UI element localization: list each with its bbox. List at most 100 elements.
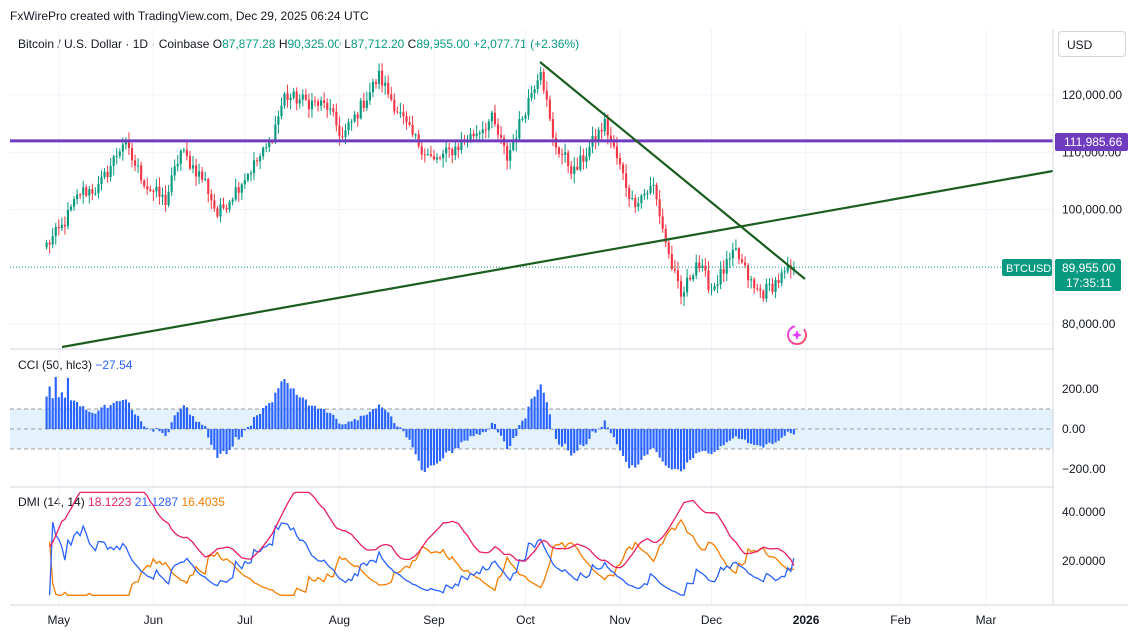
candle [710, 283, 713, 296]
dmi-legend-name[interactable]: DMI (14, 14) [18, 495, 85, 509]
cci-bar [771, 429, 774, 445]
candle [307, 93, 310, 118]
candle [432, 149, 436, 161]
cci-bar [573, 429, 576, 454]
cci-bar [481, 429, 484, 433]
cci-bar [734, 429, 737, 437]
cci-bar [628, 429, 631, 469]
price-axis[interactable]: 80,000.00100,000.00110,000.00120,000.002… [1062, 88, 1122, 568]
dmi-tick-label: 20.0000 [1062, 554, 1106, 568]
cci-bar [207, 429, 210, 438]
cci-bar [591, 429, 594, 432]
cci-bar [97, 410, 100, 429]
cci-bar [255, 415, 259, 429]
cci-bar [493, 424, 497, 429]
cci-legend: CCI (50, hlc3) −27.54 [18, 358, 132, 372]
currency-button[interactable]: USD [1058, 31, 1126, 57]
cci-bar [484, 429, 487, 432]
candle [133, 154, 137, 172]
cci-bar [536, 389, 539, 429]
cci-bar [365, 414, 368, 429]
candle [448, 142, 451, 158]
cci-bar [338, 423, 341, 429]
candle [704, 258, 707, 277]
cci-bar [323, 409, 326, 429]
candle [435, 153, 439, 164]
candle [722, 260, 725, 282]
candle [191, 156, 195, 174]
candle [451, 147, 454, 164]
cci-bar [499, 429, 503, 436]
cci-bar [277, 388, 280, 429]
candle [695, 254, 698, 280]
candle [66, 202, 70, 230]
candle [560, 148, 564, 165]
sparkle-icon[interactable] [787, 325, 807, 345]
candle [231, 197, 234, 206]
legend-close-label: C [407, 37, 417, 51]
cci-bar [661, 429, 664, 462]
cci-bar [740, 429, 744, 440]
cci-legend-name[interactable]: CCI (50, hlc3) [18, 358, 93, 372]
candle [792, 261, 795, 276]
legend-symbol[interactable]: Bitcoin / U.S. Dollar · 1D · Coinbase [18, 37, 210, 51]
candle [399, 102, 402, 118]
cci-bar [414, 429, 417, 455]
cci-bar [634, 429, 637, 468]
cci-bar [140, 421, 143, 429]
time-tick-label: Dec [701, 613, 722, 627]
candle [85, 184, 88, 198]
candle [216, 205, 219, 219]
ticker-tag: BTCUSD [1002, 259, 1052, 276]
candle [518, 111, 521, 143]
cci-bar [649, 429, 652, 450]
cci-bar [445, 429, 448, 453]
cci-bar [527, 406, 530, 429]
cci-bar [280, 381, 283, 429]
time-axis[interactable]: May Jun Jul Aug Sep Oct Nov Dec 2026 Feb Mar [47, 613, 996, 627]
cci-bar [289, 388, 292, 429]
candle [204, 171, 207, 182]
candle [521, 116, 524, 122]
cci-bar [109, 405, 112, 429]
pane-separators [10, 29, 1128, 606]
cci-bar [777, 429, 780, 441]
cci-bar [353, 418, 356, 429]
price-tick-label: 80,000.00 [1062, 317, 1116, 331]
cci-bar [194, 421, 198, 429]
candle [329, 98, 332, 116]
candle [167, 185, 170, 208]
cci-bar [374, 408, 378, 429]
cci-bar [765, 429, 768, 445]
candle [246, 172, 249, 183]
cci-bar [472, 429, 475, 437]
candle [69, 204, 73, 212]
cci-bar [722, 429, 725, 446]
candle [207, 177, 210, 203]
plus-di-line [48, 521, 795, 597]
cci-bar [597, 428, 600, 430]
candle [676, 261, 680, 289]
candle [350, 119, 353, 131]
candle [283, 92, 286, 109]
candle [198, 163, 201, 185]
cci-bar [54, 377, 57, 429]
cci-bar [408, 429, 411, 440]
cci-bar [127, 402, 131, 429]
candle [103, 167, 106, 180]
dmi-tick-label: 40.0000 [1062, 505, 1106, 519]
cci-bar [387, 412, 390, 429]
grid-lines [10, 29, 1053, 605]
candle [783, 267, 786, 279]
candle [438, 155, 442, 161]
candle [743, 256, 747, 269]
cci-bar [201, 424, 204, 429]
descending-trend-line[interactable] [539, 61, 806, 280]
ascending-trend-line[interactable] [61, 169, 1054, 349]
cci-bar [121, 400, 124, 429]
cci-bar [673, 429, 676, 469]
candle [600, 122, 603, 141]
time-tick-label: Oct [516, 613, 535, 627]
cci-bar [737, 429, 741, 439]
